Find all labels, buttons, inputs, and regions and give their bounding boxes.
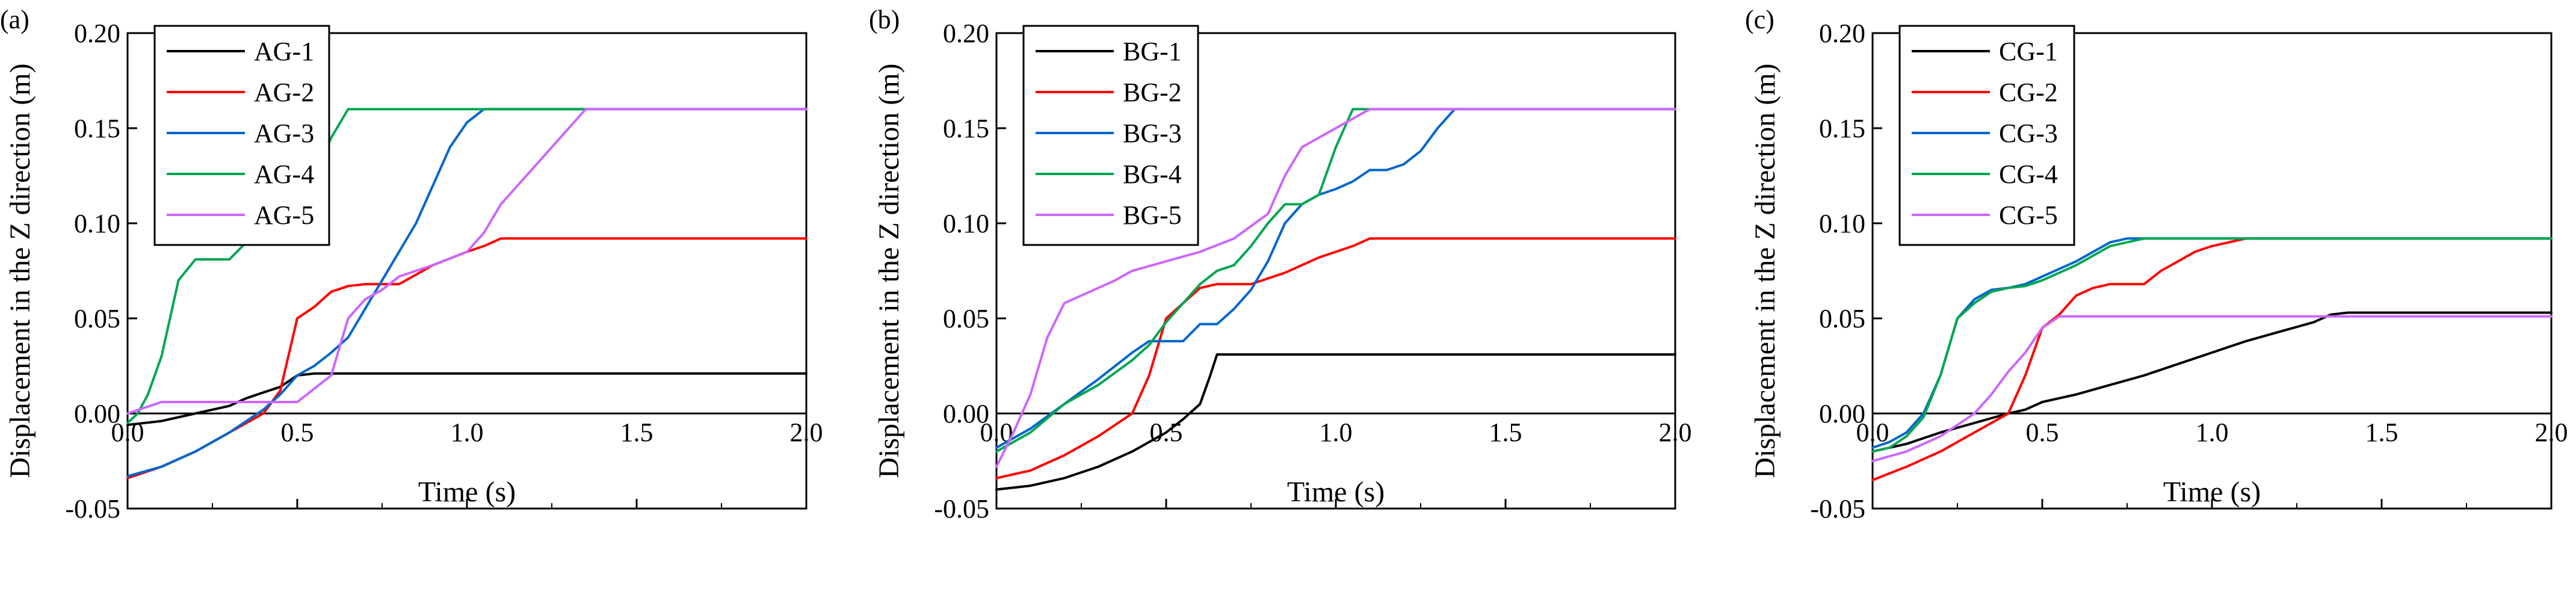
legend: BG-1 BG-2 BG-3 BG-4 BG-5 (1022, 25, 1199, 246)
legend: AG-1 AG-2 AG-3 AG-4 AG-5 (153, 25, 330, 246)
y-tick-label: -0.05 (1810, 494, 1865, 524)
legend-label-ag-3: AG-3 (254, 119, 314, 148)
legend-box (1898, 25, 2075, 246)
series-line-cg-5 (1871, 315, 2553, 462)
series-line-bg-3 (995, 108, 1676, 449)
legend-label-cg-2: CG-2 (1999, 78, 2058, 107)
x-tick-label: 1.5 (2365, 418, 2398, 447)
x-tick-label: 2.0 (790, 418, 823, 447)
panel-label: (b) (869, 5, 900, 34)
x-axis-title: Time (s) (418, 476, 516, 508)
x-tick-label: 1.0 (2196, 418, 2229, 447)
y-tick-label: 0.05 (943, 304, 989, 333)
legend: CG-1 CG-2 CG-3 CG-4 CG-5 (1898, 25, 2075, 246)
legend-label-ag-2: AG-2 (254, 78, 314, 107)
series-line-cg-3 (1871, 237, 2553, 449)
legend-label-cg-1: CG-1 (1999, 37, 2058, 66)
x-axis-title: Time (s) (1287, 476, 1385, 508)
y-tick-label: 0.20 (1819, 19, 1865, 48)
legend-label-ag-1: AG-1 (254, 37, 314, 66)
panel-label: (c) (1745, 5, 1774, 34)
series-line-cg-1 (1871, 311, 2553, 453)
y-tick-label: 0.15 (74, 114, 120, 143)
y-tick-label: 0.20 (74, 19, 120, 48)
legend-label-bg-2: BG-2 (1123, 78, 1182, 107)
series-line-bg-5 (995, 108, 1676, 468)
y-tick-label: 0.05 (74, 304, 120, 333)
series-line-bg-4 (995, 108, 1676, 453)
x-tick-label: 1.5 (620, 418, 653, 447)
legend-box (1022, 25, 1199, 246)
y-axis-title: Displacement in the Z direction (m) (4, 63, 36, 478)
y-tick-label: -0.05 (65, 494, 120, 524)
y-tick-label: -0.05 (934, 494, 989, 524)
x-tick-label: 2.0 (2535, 418, 2568, 447)
y-tick-label: 0.15 (1819, 114, 1865, 143)
series-line-bg-2 (995, 237, 1676, 480)
legend-box (153, 25, 330, 246)
y-tick-label: 0.10 (74, 209, 120, 238)
legend-label-bg-1: BG-1 (1123, 37, 1182, 66)
x-tick-label: 1.0 (1320, 418, 1353, 447)
y-tick-label: 0.10 (1819, 209, 1865, 238)
chart-panel-a: -0.050.000.050.100.150.200.0 0.5 1.0 1.5 2.0… (0, 5, 823, 524)
y-tick-label: 0.05 (1819, 304, 1865, 333)
y-axis-title: Displacement in the Z direction (m) (873, 63, 905, 478)
x-axis-title: Time (s) (2163, 476, 2261, 508)
x-tick-label: 0.5 (281, 418, 314, 447)
series-line-cg-2 (1871, 237, 2553, 481)
chart-panel-c: -0.05 0.00 0.05 0.10 0.15 0.20 0.0 0.5 1.0 1.5 2.0… (1745, 5, 2568, 524)
y-tick-label: 0.00 (1819, 399, 1865, 429)
x-tick-label: 1.5 (1489, 418, 1522, 447)
legend-label-bg-4: BG-4 (1123, 159, 1182, 189)
y-tick-label: 0.10 (943, 209, 989, 238)
series-line-ag-1 (126, 372, 808, 426)
legend-label-cg-5: CG-5 (1999, 200, 2058, 230)
x-tick-label: 0.5 (2026, 418, 2059, 447)
legend-label-ag-5: AG-5 (254, 200, 314, 230)
y-tick-label: 0.00 (74, 399, 120, 429)
series-line-cg-4 (1871, 237, 2553, 453)
panel-label: (a) (0, 5, 29, 34)
x-tick-label: 2.0 (1659, 418, 1692, 447)
y-axis-title: Displacement in the Z direction (m) (1749, 63, 1781, 478)
series-line-ag-3 (126, 108, 808, 478)
chart-panel-b: -0.050.000.050.100.150.200.0 0.5 1.0 1.5 2.0… (869, 5, 1692, 524)
y-tick-label: 0.15 (943, 114, 989, 143)
y-tick-label: 0.00 (943, 399, 989, 429)
series-line-bg-1 (995, 353, 1676, 491)
x-tick-label: 0.0 (1856, 418, 1889, 447)
legend-label-ag-4: AG-4 (254, 159, 314, 189)
y-tick-label: 0.20 (943, 19, 989, 48)
legend-label-cg-3: CG-3 (1999, 119, 2058, 148)
legend-label-cg-4: CG-4 (1999, 159, 2058, 189)
series-line-ag-5 (126, 108, 808, 415)
legend-label-bg-5: BG-5 (1123, 200, 1182, 230)
x-tick-label: 1.0 (451, 418, 484, 447)
legend-label-bg-3: BG-3 (1123, 119, 1182, 148)
